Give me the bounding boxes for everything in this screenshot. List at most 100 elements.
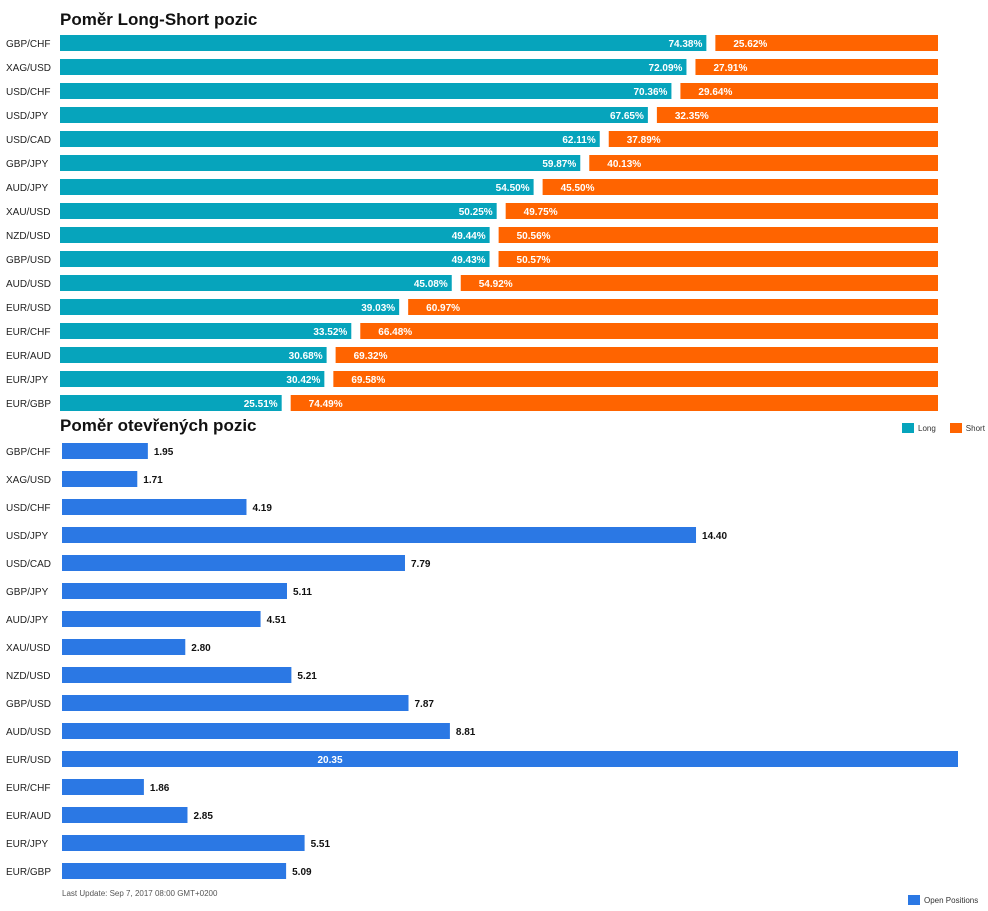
long-value-label-usd-chf: 70.36%: [634, 87, 668, 98]
short-bar-gbp-usd: [498, 251, 938, 267]
open-positions-value-label-usd-chf: 4.19: [252, 503, 272, 514]
open-positions-bar-eur-jpy: [62, 835, 305, 851]
category-label-eur-chf: EUR/CHF: [6, 327, 50, 338]
open-positions-bar-aud-usd: [62, 723, 450, 739]
open-positions-value-label-aud-usd: 8.81: [456, 727, 476, 738]
long-value-label-eur-gbp: 25.51%: [244, 399, 278, 410]
long-short-chart: GBP/CHF 74.38% 25.62% XAG/USD 72.09% 27.91% US…: [6, 35, 939, 411]
short-bar-eur-gbp: [290, 395, 938, 411]
legend-swatch-open-positions: [908, 895, 920, 905]
long-bar-gbp-usd: [60, 251, 490, 267]
short-bar-gbp-jpy: [589, 155, 938, 171]
short-value-label-gbp-jpy: 40.13%: [607, 159, 641, 170]
legend-swatch-long: [902, 423, 914, 433]
open-positions-legend: Open Positions: [908, 895, 978, 905]
open-positions-bar-nzd-usd: [62, 667, 292, 683]
open-positions-bar-aud-jpy: [62, 611, 261, 627]
category-label-usd-jpy: USD/JPY: [6, 531, 49, 542]
open-positions-value-label-nzd-usd: 5.21: [297, 671, 317, 682]
category-label-usd-cad: USD/CAD: [6, 559, 51, 570]
open-positions-bar-gbp-jpy: [62, 583, 287, 599]
open-positions-bar-eur-chf: [62, 779, 144, 795]
category-label-eur-aud: EUR/AUD: [6, 811, 51, 822]
open-positions-bar-gbp-usd: [62, 695, 409, 711]
long-bar-eur-aud: [60, 347, 327, 363]
open-positions-bar-usd-chf: [62, 499, 247, 515]
long-value-label-eur-jpy: 30.42%: [286, 375, 320, 386]
open-positions-value-label-eur-usd: 20.35: [317, 755, 342, 766]
category-label-xau-usd: XAU/USD: [6, 207, 50, 218]
category-label-gbp-chf: GBP/CHF: [6, 447, 50, 458]
category-label-nzd-usd: NZD/USD: [6, 231, 50, 242]
short-bar-xag-usd: [695, 59, 938, 75]
category-label-xag-usd: XAG/USD: [6, 63, 51, 74]
long-bar-aud-jpy: [60, 179, 534, 195]
open-positions-bar-usd-cad: [62, 555, 405, 571]
short-value-label-aud-jpy: 45.50%: [561, 183, 595, 194]
short-bar-xau-usd: [505, 203, 938, 219]
category-label-usd-jpy: USD/JPY: [6, 111, 49, 122]
category-label-gbp-jpy: GBP/JPY: [6, 159, 49, 170]
short-value-label-usd-jpy: 32.35%: [675, 111, 709, 122]
legend-label-short: Short: [965, 423, 985, 433]
short-bar-eur-aud: [335, 347, 938, 363]
category-label-eur-jpy: EUR/JPY: [6, 839, 49, 850]
short-bar-nzd-usd: [498, 227, 938, 243]
open-positions-value-label-aud-jpy: 4.51: [267, 615, 287, 626]
long-value-label-nzd-usd: 49.44%: [452, 231, 486, 242]
category-label-eur-aud: EUR/AUD: [6, 351, 51, 362]
category-label-eur-gbp: EUR/GBP: [6, 399, 51, 410]
category-label-usd-cad: USD/CAD: [6, 135, 51, 146]
category-label-aud-jpy: AUD/JPY: [6, 615, 49, 626]
long-bar-gbp-jpy: [60, 155, 581, 171]
legend-swatch-short: [949, 423, 962, 433]
last-update-text: Last Update: Sep 7, 2017 08:00 GMT+0200: [62, 889, 218, 898]
category-label-xag-usd: XAG/USD: [6, 475, 51, 486]
open-positions-value-label-eur-aud: 2.85: [193, 811, 213, 822]
open-positions-bar-gbp-chf: [62, 443, 148, 459]
open-positions-bar-eur-usd: [62, 751, 958, 767]
open-positions-bar-eur-aud: [62, 807, 188, 823]
legend-item-long: Long: [902, 423, 936, 433]
category-label-aud-usd: AUD/USD: [6, 279, 51, 290]
open-positions-chart-title: Poměr otevřených pozic: [60, 416, 257, 435]
short-bar-gbp-chf: [715, 35, 938, 51]
open-positions-bar-eur-gbp: [62, 863, 287, 879]
category-label-nzd-usd: NZD/USD: [6, 671, 50, 682]
long-bar-xau-usd: [60, 203, 497, 219]
long-value-label-gbp-jpy: 59.87%: [542, 159, 576, 170]
short-bar-eur-usd: [408, 299, 939, 315]
open-positions-bar-usd-jpy: [62, 527, 697, 543]
long-bar-usd-chf: [60, 83, 672, 99]
short-value-label-usd-cad: 37.89%: [627, 135, 661, 146]
long-value-label-eur-chf: 33.52%: [313, 327, 347, 338]
long-value-label-aud-jpy: 54.50%: [496, 183, 530, 194]
long-bar-eur-chf: [60, 323, 352, 339]
long-bar-eur-usd: [60, 299, 400, 315]
category-label-eur-usd: EUR/USD: [6, 303, 51, 314]
category-label-gbp-usd: GBP/USD: [6, 699, 51, 710]
long-bar-usd-cad: [60, 131, 600, 147]
short-value-label-eur-aud: 69.32%: [354, 351, 388, 362]
category-label-gbp-usd: GBP/USD: [6, 255, 51, 266]
short-bar-usd-chf: [680, 83, 938, 99]
short-value-label-eur-chf: 66.48%: [378, 327, 412, 338]
category-label-aud-jpy: AUD/JPY: [6, 183, 49, 194]
open-positions-bar-xag-usd: [62, 471, 138, 487]
legend-label-open-positions: Open Positions: [924, 895, 979, 905]
open-positions-value-label-gbp-jpy: 5.11: [293, 587, 312, 598]
short-value-label-xag-usd: 27.91%: [713, 63, 747, 74]
long-short-chart-title: Poměr Long-Short pozic: [60, 10, 258, 29]
legend-label-long: Long: [918, 423, 936, 433]
long-bar-usd-jpy: [60, 107, 648, 123]
short-bar-aud-jpy: [542, 179, 938, 195]
long-bar-eur-jpy: [60, 371, 325, 387]
open-positions-value-label-usd-jpy: 14.40: [702, 531, 727, 542]
short-value-label-gbp-chf: 25.62%: [733, 39, 767, 50]
short-value-label-aud-usd: 54.92%: [479, 279, 513, 290]
short-value-label-usd-chf: 29.64%: [698, 87, 732, 98]
open-positions-value-label-gbp-chf: 1.95: [154, 447, 174, 458]
short-bar-eur-jpy: [333, 371, 938, 387]
short-bar-eur-chf: [360, 323, 938, 339]
short-value-label-nzd-usd: 50.56%: [517, 231, 551, 242]
